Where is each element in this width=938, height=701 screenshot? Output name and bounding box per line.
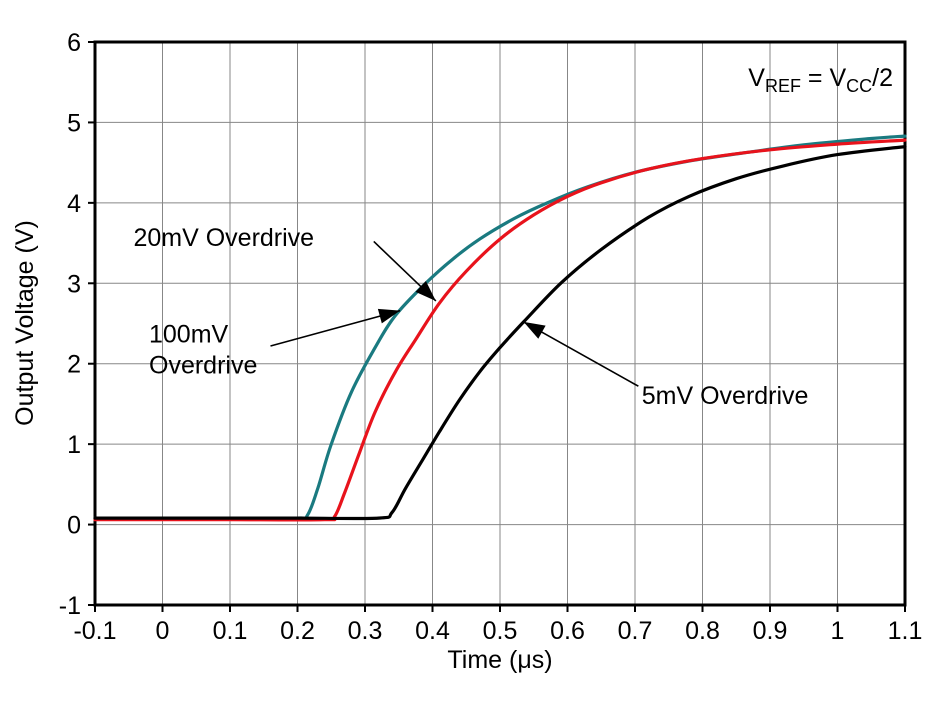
vref-sub-cc: CC [846,76,873,96]
x-tick-label: 0.8 [685,617,720,645]
plot-frame [93,40,907,607]
x-tick-label: 0.6 [550,617,585,645]
y-tick-label: -1 [59,592,81,620]
y-tick-label: 1 [67,431,81,459]
vref-post: /2 [872,64,893,92]
x-tick-label: 0.4 [415,617,450,645]
x-tick-label: 0.2 [280,617,315,645]
y-tick-label: 5 [67,109,81,137]
y-axis-title: Output Voltage (V) [11,220,39,426]
arrowhead-icon-100mv [377,308,401,324]
y-tick-label: 0 [67,512,81,540]
x-tick-label: -0.1 [73,617,116,645]
vref-mid: = V [800,64,847,92]
y-tick-label: 2 [67,351,81,379]
x-axis-title: Time (μs) [447,646,553,674]
y-tick-label: 4 [67,190,81,218]
x-tick-label: 0.5 [483,617,518,645]
leader-line-100mv [270,309,401,347]
x-tick-label: 0.1 [213,617,248,645]
x-tick-label: 0.3 [348,617,383,645]
x-tick-label: 1.1 [888,617,923,645]
vref-sub-ref: REF [764,76,801,96]
arrowhead-icon-20mv [415,281,436,301]
series-5mv-overdrive [93,145,907,521]
x-tick-label: 0.9 [753,617,788,645]
x-tick-label: 0.7 [618,617,653,645]
leader-line-5mv [523,321,639,387]
y-tick-label: 3 [67,270,81,298]
x-tick-label: 0 [156,617,170,645]
arrowhead-icon-5mv [523,321,546,339]
vref-text: V [748,64,765,92]
vref-annotation: VREF = VCC/2 [748,64,893,97]
y-tick-label: 6 [67,29,81,57]
x-tick-label: 1 [831,617,845,645]
